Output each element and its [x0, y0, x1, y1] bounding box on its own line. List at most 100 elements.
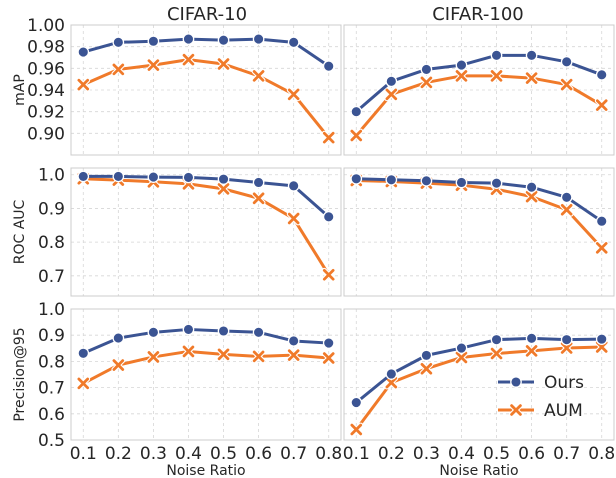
- legend-marker-ours: [510, 376, 522, 388]
- data-point-ours: [595, 333, 608, 345]
- data-point-aum: [321, 267, 336, 282]
- y-tick-label: 0.7: [38, 267, 65, 287]
- legend-label-aum: AUM: [544, 401, 583, 421]
- series-line-ours: [82, 327, 329, 355]
- data-point-ours: [182, 33, 195, 45]
- data-point-ours: [147, 35, 160, 48]
- y-tick-label: 0.9: [38, 326, 65, 346]
- legend-label-ours: Ours: [544, 373, 584, 393]
- data-point-aum: [559, 202, 574, 217]
- data-point-aum: [76, 77, 91, 92]
- series-aum: [349, 69, 609, 143]
- data-point-ours: [455, 176, 468, 189]
- series-ours: [77, 170, 335, 223]
- data-point-ours: [385, 173, 398, 186]
- series-ours: [77, 33, 335, 73]
- panel-precision-cifar10: 0.5 0.6 0.7 0.8 0.9 1.0 0.1 0.2 0.3 0.4 0.5 0.6 0.7 0…: [12, 300, 342, 478]
- data-point-ours: [217, 34, 230, 47]
- data-point-ours: [560, 333, 573, 346]
- series-line-aum: [356, 178, 603, 249]
- x-tick-label: 0.1: [70, 444, 97, 464]
- data-point-ours: [420, 174, 433, 187]
- data-point-aum: [524, 71, 539, 85]
- panel-precision-cifar100: 0.1 0.2 0.3 0.4 0.5 0.6 0.7 0.8 Noise Ratio: [343, 308, 615, 478]
- data-point-aum: [524, 344, 539, 358]
- data-point-ours: [147, 171, 160, 183]
- y-tick-label: 0.92: [27, 103, 65, 123]
- legend-marker-aum: [509, 403, 523, 417]
- data-point-aum: [524, 189, 539, 204]
- data-point-ours: [112, 332, 125, 344]
- data-point-ours: [595, 215, 608, 228]
- data-point-ours: [490, 49, 503, 62]
- data-point-ours: [525, 332, 538, 345]
- data-point-ours: [525, 49, 538, 62]
- y-tick-label: 0.96: [27, 59, 65, 79]
- data-point-aum: [489, 69, 504, 83]
- chart-panels: 0.900.920.940.960.981.00 mAP 0.7 0.8 0.9 1.0 R…: [12, 16, 615, 478]
- data-point-ours: [322, 60, 335, 73]
- panel-frame: [70, 308, 342, 441]
- data-point-ours: [455, 59, 468, 71]
- data-point-ours: [322, 337, 335, 349]
- y-axis-label: ROC AUC: [12, 199, 28, 264]
- data-point-aum: [349, 422, 364, 437]
- x-tick-label: 0.3: [140, 444, 167, 464]
- panel-map-cifar10: 0.900.920.940.960.981.00 mAP: [12, 16, 342, 156]
- data-point-aum: [216, 347, 231, 362]
- y-tick-label: 0.90: [27, 124, 65, 144]
- data-point-aum: [349, 128, 364, 143]
- data-point-ours: [560, 191, 573, 204]
- data-point-aum: [559, 341, 574, 355]
- data-point-ours: [252, 33, 265, 45]
- x-tick-label: 0.5: [483, 444, 510, 464]
- x-tick-label: 0.2: [105, 444, 132, 464]
- series-line-aum: [355, 74, 603, 137]
- legend: Ours AUM: [498, 373, 584, 421]
- data-point-aum: [419, 361, 434, 376]
- panel-background: [344, 168, 614, 296]
- legend-item-aum: AUM: [498, 401, 583, 421]
- series-aum: [349, 340, 609, 437]
- data-point-aum: [251, 191, 266, 206]
- y-tick-label: 0.94: [27, 81, 65, 101]
- data-point-ours: [350, 396, 363, 409]
- panel-roc-cifar100: [343, 167, 615, 297]
- y-axis-label: Precision@95: [12, 327, 28, 421]
- data-point-ours: [217, 173, 230, 185]
- series-ours: [77, 323, 335, 360]
- data-point-aum: [111, 358, 126, 372]
- data-point-ours: [420, 349, 433, 362]
- panel-frame: [343, 167, 615, 297]
- data-point-aum: [181, 344, 196, 359]
- data-point-aum: [251, 69, 266, 83]
- y-tick-label: 1.00: [27, 16, 65, 36]
- data-point-aum: [384, 87, 399, 102]
- data-point-aum: [216, 181, 231, 196]
- x-axis-label: Noise Ratio: [439, 463, 518, 478]
- panel-roc-cifar10: 0.7 0.8 0.9 1.0 ROC AUC: [12, 166, 342, 297]
- data-point-aum: [321, 351, 336, 365]
- data-point-aum: [286, 87, 301, 102]
- data-point-ours: [420, 63, 433, 76]
- data-point-ours: [77, 46, 90, 58]
- data-point-ours: [182, 171, 195, 184]
- data-point-aum: [111, 62, 126, 77]
- data-point-aum: [384, 375, 399, 390]
- data-point-ours: [112, 36, 125, 49]
- panel-map-cifar100: [343, 24, 615, 156]
- data-point-aum: [559, 77, 574, 92]
- data-point-ours: [252, 176, 265, 189]
- series-line-aum: [82, 349, 329, 385]
- y-tick-label: 0.5: [38, 431, 65, 451]
- data-point-ours: [217, 325, 230, 337]
- data-point-ours: [287, 36, 300, 49]
- data-point-ours: [322, 210, 335, 223]
- panel-frame: [70, 24, 342, 156]
- x-axis-label: Noise Ratio: [166, 463, 245, 478]
- data-point-ours: [490, 333, 503, 346]
- series-ours: [350, 172, 608, 228]
- y-tick-label: 1.0: [38, 300, 65, 320]
- data-point-ours: [350, 105, 363, 118]
